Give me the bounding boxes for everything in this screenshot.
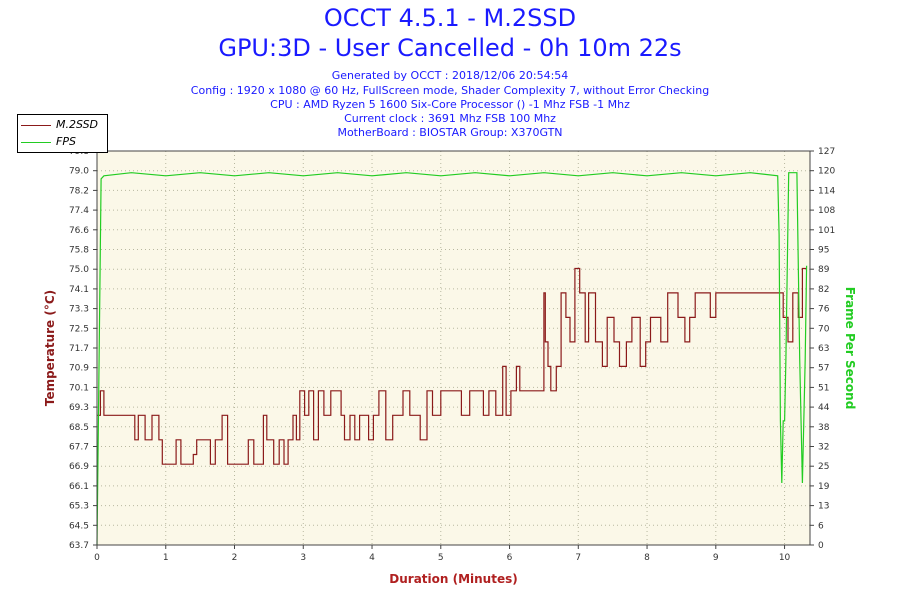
y2-tick-label: 127 <box>818 147 835 157</box>
y-tick-label: 70.1 <box>69 383 89 393</box>
y2-tick-label: 120 <box>818 167 835 177</box>
info-motherboard: MotherBoard : BIOSTAR Group: X370GTN <box>337 126 563 139</box>
series-group <box>96 172 808 546</box>
legend-item-fps: FPS <box>18 136 107 148</box>
info-cpu: CPU : AMD Ryzen 5 1600 Six-Core Processo… <box>270 98 630 111</box>
info-clock: Current clock : 3691 Mhz FSB 100 Mhz <box>344 112 556 125</box>
x-axis-label: Duration (Minutes) <box>389 572 517 586</box>
x-tick-label: 7 <box>575 553 581 563</box>
y-tick-label: 75.0 <box>69 265 89 275</box>
y-tick-label: 79.0 <box>69 167 89 177</box>
y2-tick-label: 25 <box>818 462 829 472</box>
info-config: Config : 1920 x 1080 @ 60 Hz, FullScreen… <box>190 84 710 97</box>
y2-tick-label: 51 <box>818 383 829 393</box>
y2-tick-label: 101 <box>818 226 835 236</box>
y2-tick-label: 57 <box>818 364 829 374</box>
x-tick-label: 3 <box>300 553 306 563</box>
y-tick-label: 67.7 <box>69 443 89 453</box>
y2-tick-label: 32 <box>818 443 829 453</box>
y-tick-label: 72.5 <box>69 324 89 334</box>
x-tick-label: 9 <box>713 553 719 563</box>
info-generated: Generated by OCCT : 2018/12/06 20:54:54 <box>331 69 569 82</box>
y-tick-label: 75.8 <box>69 246 89 256</box>
y2-tick-label: 89 <box>818 265 830 275</box>
legend-item-m2ssd: M.2SSD <box>18 119 107 131</box>
y2-tick-label: 95 <box>818 246 829 256</box>
y2-tick-label: 19 <box>818 482 830 492</box>
y2-tick-label: 44 <box>818 403 830 413</box>
y2-tick-label: 63 <box>818 344 829 354</box>
x-tick-label: 5 <box>438 553 444 563</box>
legend-swatch-m2ssd <box>21 125 51 126</box>
x-tick-label: 1 <box>163 553 169 563</box>
y2-tick-label: 82 <box>818 285 829 295</box>
grid-lines <box>97 151 810 545</box>
y2-tick-label: 76 <box>818 305 830 315</box>
chart-title: OCCT 4.5.1 - M.2SSD <box>323 4 577 32</box>
legend-label-fps: FPS <box>56 135 76 148</box>
y2-tick-label: 38 <box>818 423 830 433</box>
x-tick-label: 10 <box>779 553 791 563</box>
y2-tick-label: 70 <box>818 324 830 334</box>
x-tick-label: 6 <box>507 553 513 563</box>
y-tick-label: 65.3 <box>69 502 89 512</box>
y-tick-label: 66.9 <box>69 462 89 472</box>
y-tick-label: 76.6 <box>69 226 89 236</box>
chart-subtitle: GPU:3D - User Cancelled - 0h 10m 22s <box>218 34 682 62</box>
legend-label-m2ssd: M.2SSD <box>56 118 99 131</box>
y2-tick-label: 6 <box>818 521 824 531</box>
temperature-line <box>97 267 807 465</box>
x-tick-label: 8 <box>644 553 650 563</box>
y-tick-label: 74.1 <box>69 285 89 295</box>
legend-swatch-fps <box>21 142 51 143</box>
y2-tick-label: 0 <box>818 541 824 551</box>
y-tick-label: 69.3 <box>69 403 89 413</box>
y-tick-label: 70.9 <box>69 364 89 374</box>
y-tick-label: 78.2 <box>69 186 89 196</box>
x-tick-label: 2 <box>232 553 238 563</box>
y-tick-label: 64.5 <box>69 521 89 531</box>
y2-tick-label: 108 <box>818 206 835 216</box>
y-tick-label: 68.5 <box>69 423 89 433</box>
y-tick-label: 63.7 <box>69 541 89 551</box>
y-tick-label: 71.7 <box>69 344 89 354</box>
fps-line <box>96 172 808 546</box>
y-tick-label: 77.4 <box>69 206 89 216</box>
x-tick-label: 0 <box>94 553 100 563</box>
y-axis-label: Temperature (°C) <box>43 290 57 406</box>
y2-tick-label: 13 <box>818 502 829 512</box>
y2-axis-label: Frame Per Second <box>843 287 857 410</box>
y-tick-label: 66.1 <box>69 482 89 492</box>
legend: M.2SSD FPS <box>17 114 108 153</box>
x-tick-label: 4 <box>369 553 375 563</box>
y2-tick-label: 114 <box>818 186 835 196</box>
y-tick-label: 73.3 <box>69 305 89 315</box>
